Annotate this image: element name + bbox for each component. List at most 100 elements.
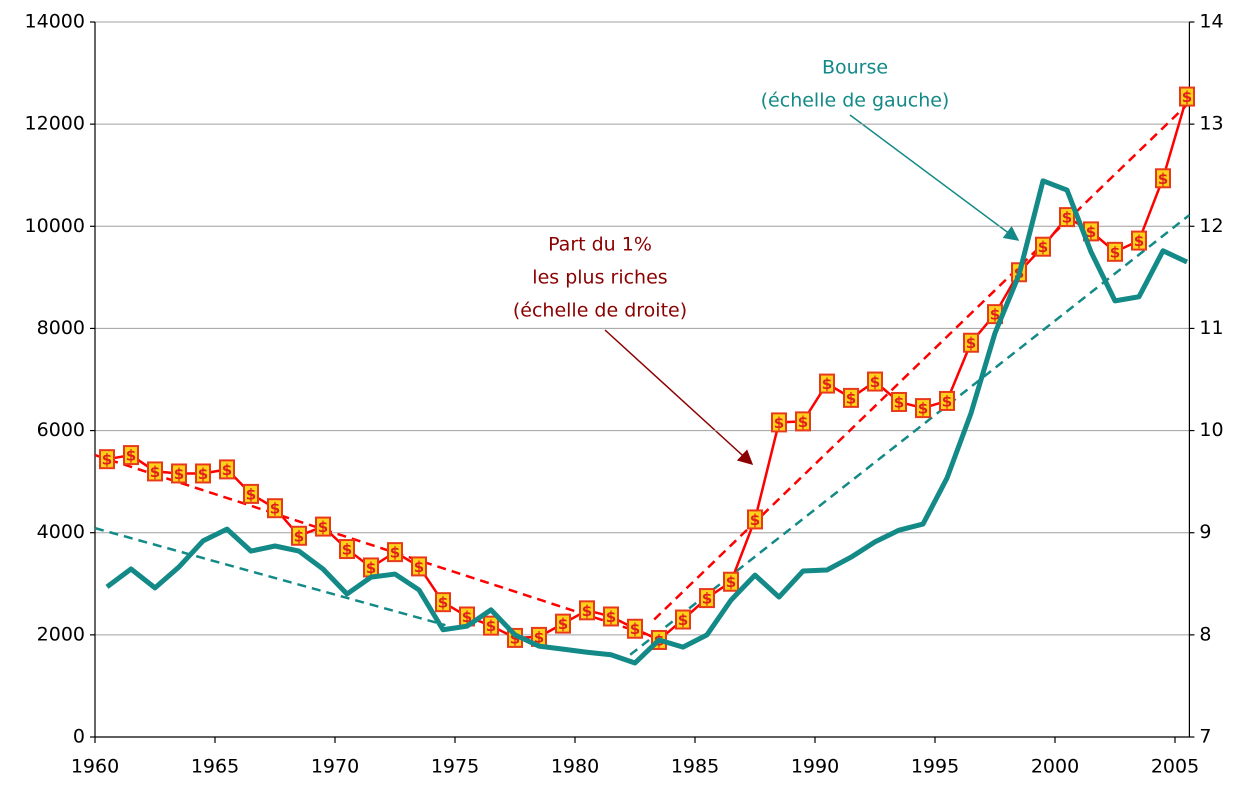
marker-box — [1059, 207, 1075, 228]
point-marker: $ — [1035, 236, 1051, 257]
marker-symbol: $ — [318, 518, 328, 536]
marker-symbol: $ — [1158, 170, 1168, 188]
marker-symbol: $ — [1182, 88, 1192, 106]
y-tick-label: 8000 — [37, 317, 85, 339]
point-marker: $ — [1059, 207, 1075, 228]
marker-box — [675, 609, 691, 630]
marker-box — [171, 463, 187, 484]
marker-symbol: $ — [510, 629, 520, 647]
marker-box — [603, 606, 619, 627]
series-line — [106, 96, 1189, 642]
marker-symbol: $ — [390, 544, 400, 562]
annotation: (échelle de gauche) — [761, 90, 950, 112]
point-marker: $ — [843, 387, 859, 408]
x-tick-label: 1985 — [671, 756, 719, 778]
point-marker: $ — [699, 588, 715, 609]
marker-symbol: $ — [942, 392, 952, 410]
marker-symbol: $ — [270, 500, 280, 518]
marker-symbol: $ — [462, 608, 472, 626]
marker-box — [147, 461, 163, 482]
point-marker: $ — [627, 618, 643, 639]
y-tick-label: 0 — [73, 726, 85, 748]
annotation: Part du 1% — [548, 234, 652, 256]
marker-box — [123, 445, 139, 466]
marker-box — [699, 588, 715, 609]
point-marker: $ — [891, 391, 907, 412]
point-marker: $ — [675, 609, 691, 630]
point-marker: $ — [963, 332, 979, 353]
marker-symbol: $ — [1110, 243, 1120, 261]
x-tick-label: 1990 — [791, 756, 839, 778]
marker-symbol: $ — [606, 608, 616, 626]
point-marker: $ — [1155, 168, 1171, 189]
marker-box — [1035, 236, 1051, 257]
marker-box — [627, 618, 643, 639]
point-marker: $ — [411, 556, 427, 577]
marker-box — [771, 412, 787, 433]
y-tick-label: 2000 — [37, 623, 85, 645]
point-marker: $ — [123, 445, 139, 466]
point-marker: $ — [1179, 86, 1195, 107]
annotation-arrow — [849, 114, 1020, 241]
marker-box — [1107, 241, 1123, 262]
marker-box — [243, 483, 259, 504]
y-tick-label: 6000 — [37, 419, 85, 441]
marker-symbol: $ — [774, 414, 784, 432]
marker-symbol: $ — [1062, 209, 1072, 227]
annotation: les plus riches — [532, 267, 667, 289]
marker-symbol: $ — [246, 485, 256, 503]
y2-tick-label: 12 — [1199, 215, 1223, 237]
x-tick-label: 1995 — [911, 756, 959, 778]
point-marker: $ — [819, 373, 835, 394]
point-marker: $ — [939, 390, 955, 411]
trend-line — [94, 453, 655, 639]
point-marker: $ — [315, 516, 331, 537]
marker-symbol: $ — [294, 527, 304, 545]
y2-tick-label: 13 — [1199, 113, 1223, 135]
point-marker: $ — [171, 463, 187, 484]
y2-tick-label: 14 — [1199, 11, 1223, 33]
marker-box — [843, 387, 859, 408]
point-marker: $ — [771, 412, 787, 433]
marker-symbol: $ — [966, 334, 976, 352]
marker-box — [579, 600, 595, 621]
point-marker: $ — [723, 571, 739, 592]
marker-symbol: $ — [678, 611, 688, 629]
x-tick-label: 1960 — [71, 756, 119, 778]
marker-symbol: $ — [702, 590, 712, 608]
point-marker: $ — [1131, 230, 1147, 251]
marker-box — [291, 525, 307, 546]
point-marker: $ — [795, 411, 811, 432]
y-tick-label: 14000 — [25, 11, 85, 33]
x-tick-label: 2005 — [1151, 756, 1199, 778]
marker-symbol: $ — [102, 451, 112, 469]
marker-symbol: $ — [534, 628, 544, 646]
point-marker: $ — [147, 461, 163, 482]
marker-box — [963, 332, 979, 353]
marker-box — [387, 542, 403, 563]
marker-symbol: $ — [726, 573, 736, 591]
marker-box — [195, 463, 211, 484]
point-marker: $ — [483, 615, 499, 636]
y2-tick-label: 10 — [1199, 419, 1223, 441]
marker-symbol: $ — [990, 306, 1000, 324]
annotation-arrow — [604, 329, 754, 466]
point-marker: $ — [603, 606, 619, 627]
x-tick-label: 1980 — [551, 756, 599, 778]
marker-symbol: $ — [438, 594, 448, 612]
marker-box — [315, 516, 331, 537]
marker-box — [1155, 168, 1171, 189]
marker-box — [267, 498, 283, 519]
marker-symbol: $ — [150, 463, 160, 481]
marker-box — [867, 371, 883, 392]
trend-line — [629, 214, 1191, 656]
marker-symbol: $ — [198, 465, 208, 483]
point-marker: $ — [291, 525, 307, 546]
marker-symbol: $ — [582, 602, 592, 620]
marker-box — [723, 571, 739, 592]
marker-symbol: $ — [918, 400, 928, 418]
marker-box — [915, 398, 931, 419]
y2-tick-label: 9 — [1199, 521, 1211, 543]
y2-tick-label: 11 — [1199, 317, 1223, 339]
